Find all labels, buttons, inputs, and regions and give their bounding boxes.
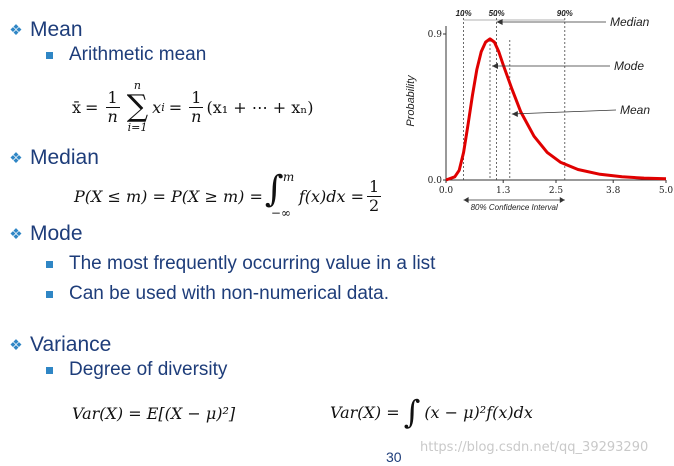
sum-operator: n ∑ i=1 (126, 79, 149, 135)
square-bullet-icon (46, 366, 53, 374)
bullet-arithmetic-mean: Arithmetic mean (0, 44, 206, 66)
ci-arrowhead-right-icon (559, 197, 565, 203)
median-frac-den: 2 (369, 195, 380, 215)
x-tick-label: 5.0 (659, 186, 674, 196)
integral-symbol: ∫ (403, 393, 421, 431)
mean-rhs: (x₁ + ⋯ + xₙ) (206, 97, 314, 117)
bullet-variance-sub1: Degree of diversity (0, 359, 227, 381)
annotation-arrowhead-icon (511, 111, 518, 117)
var-right-lhs: Var(X) = (330, 402, 400, 422)
mean-eq: = (85, 97, 99, 117)
arithmetic-mean-label: Arithmetic mean (69, 44, 207, 65)
diamond-bullet-icon: ❖ (9, 149, 23, 167)
x-tick-label: 3.8 (606, 186, 621, 196)
diamond-bullet-icon: ❖ (9, 225, 23, 243)
variance-formula-right: Var(X) = ∫ (x − μ)²f(x)dx (330, 396, 533, 428)
annotation-arrowhead-icon (496, 19, 503, 25)
mean-fraction-2: 1 n (189, 88, 204, 126)
ci-arrowhead-left-icon (463, 197, 469, 203)
variance-sub1-text: Degree of diversity (69, 359, 228, 380)
y-tick-label: 0.0 (428, 176, 443, 186)
mode-sub1-text: The most frequently occurring value in a… (69, 253, 436, 274)
diamond-bullet-icon: ❖ (9, 336, 23, 354)
heading-mode: Mode (30, 222, 83, 245)
integral-lower: −∞ (270, 206, 291, 220)
square-bullet-icon (46, 260, 53, 268)
ci-label: 80% Confidence Interval (471, 203, 558, 212)
x-tick-label: 2.5 (549, 186, 564, 196)
bullet-mean: ❖ Mean (2, 18, 83, 42)
median-integrand: f(x)dx = (298, 186, 365, 206)
bullet-mode: ❖ Mode (2, 222, 83, 246)
x-tick-label: 1.3 (496, 186, 511, 196)
distribution-curve (445, 37, 667, 182)
diamond-bullet-icon: ❖ (9, 21, 23, 39)
mean-eq-2: = (168, 97, 183, 117)
integral-operator: ∫ m −∞ (265, 170, 295, 220)
mean-lhs: x̄ (72, 97, 82, 117)
mean-frac-num: 1 (105, 88, 120, 108)
var-right-integrand: (x − μ)²f(x)dx (424, 402, 533, 422)
sum-lower: i=1 (127, 121, 148, 135)
bullet-median: ❖ Median (2, 146, 99, 170)
annotation-label: Median (610, 15, 650, 29)
integral-upper: m (282, 170, 295, 184)
heading-variance: Variance (30, 333, 112, 356)
watermark: https://blog.csdn.net/qq_39293290 (420, 440, 649, 455)
integral-symbol: ∫ (264, 169, 284, 210)
heading-median: Median (30, 146, 99, 169)
probability-distribution-chart: 0.0 1.3 2.5 3.8 5.0 0.0 0.9 Probability 10% 50% 90… (405, 9, 674, 212)
bullet-variance: ❖ Variance (2, 333, 111, 357)
bullet-mode-sub1: The most frequently occurring value in a… (0, 253, 435, 275)
percentile-label: 90% (557, 9, 573, 18)
median-lhs: P(X ≤ m) = P(X ≥ m) = (74, 186, 263, 206)
median-fraction: 1 2 (367, 176, 382, 215)
var-left: Var(X) = E[(X − μ)²] (72, 404, 236, 423)
square-bullet-icon (46, 51, 53, 59)
percentile-label: 10% (456, 9, 472, 18)
bullet-mode-sub2: Can be used with non-numerical data. (0, 283, 389, 305)
mean-fraction: 1 n (105, 88, 120, 126)
page-number: 30 (386, 449, 402, 465)
variance-formula-left: Var(X) = E[(X − μ)²] (72, 404, 235, 423)
percentile-label: 50% (489, 9, 505, 18)
sum-term-sub: i (161, 100, 165, 114)
mean-frac2-num: 1 (189, 88, 204, 108)
annotation-arrowhead-icon (492, 63, 498, 69)
mean-frac2-den: n (191, 106, 202, 126)
y-axis-label: Probability (405, 74, 417, 127)
heading-mean: Mean (30, 18, 83, 41)
sum-symbol: ∑ (126, 89, 149, 125)
mean-frac-den: n (107, 106, 118, 126)
median-formula: P(X ≤ m) = P(X ≥ m) = ∫ m −∞ f(x)dx = 1 … (74, 170, 384, 220)
sum-term: x (152, 97, 162, 117)
sum-upper: n (133, 79, 141, 92)
annotation-arrow-line (511, 109, 617, 115)
median-frac-num: 1 (367, 176, 382, 197)
square-bullet-icon (46, 290, 53, 298)
mode-sub2-text: Can be used with non-numerical data. (69, 283, 390, 304)
annotation-label: Mode (614, 59, 644, 73)
y-tick-label: 0.9 (428, 30, 443, 40)
annotation-label: Mean (620, 103, 650, 117)
x-tick-label: 0.0 (439, 186, 454, 196)
